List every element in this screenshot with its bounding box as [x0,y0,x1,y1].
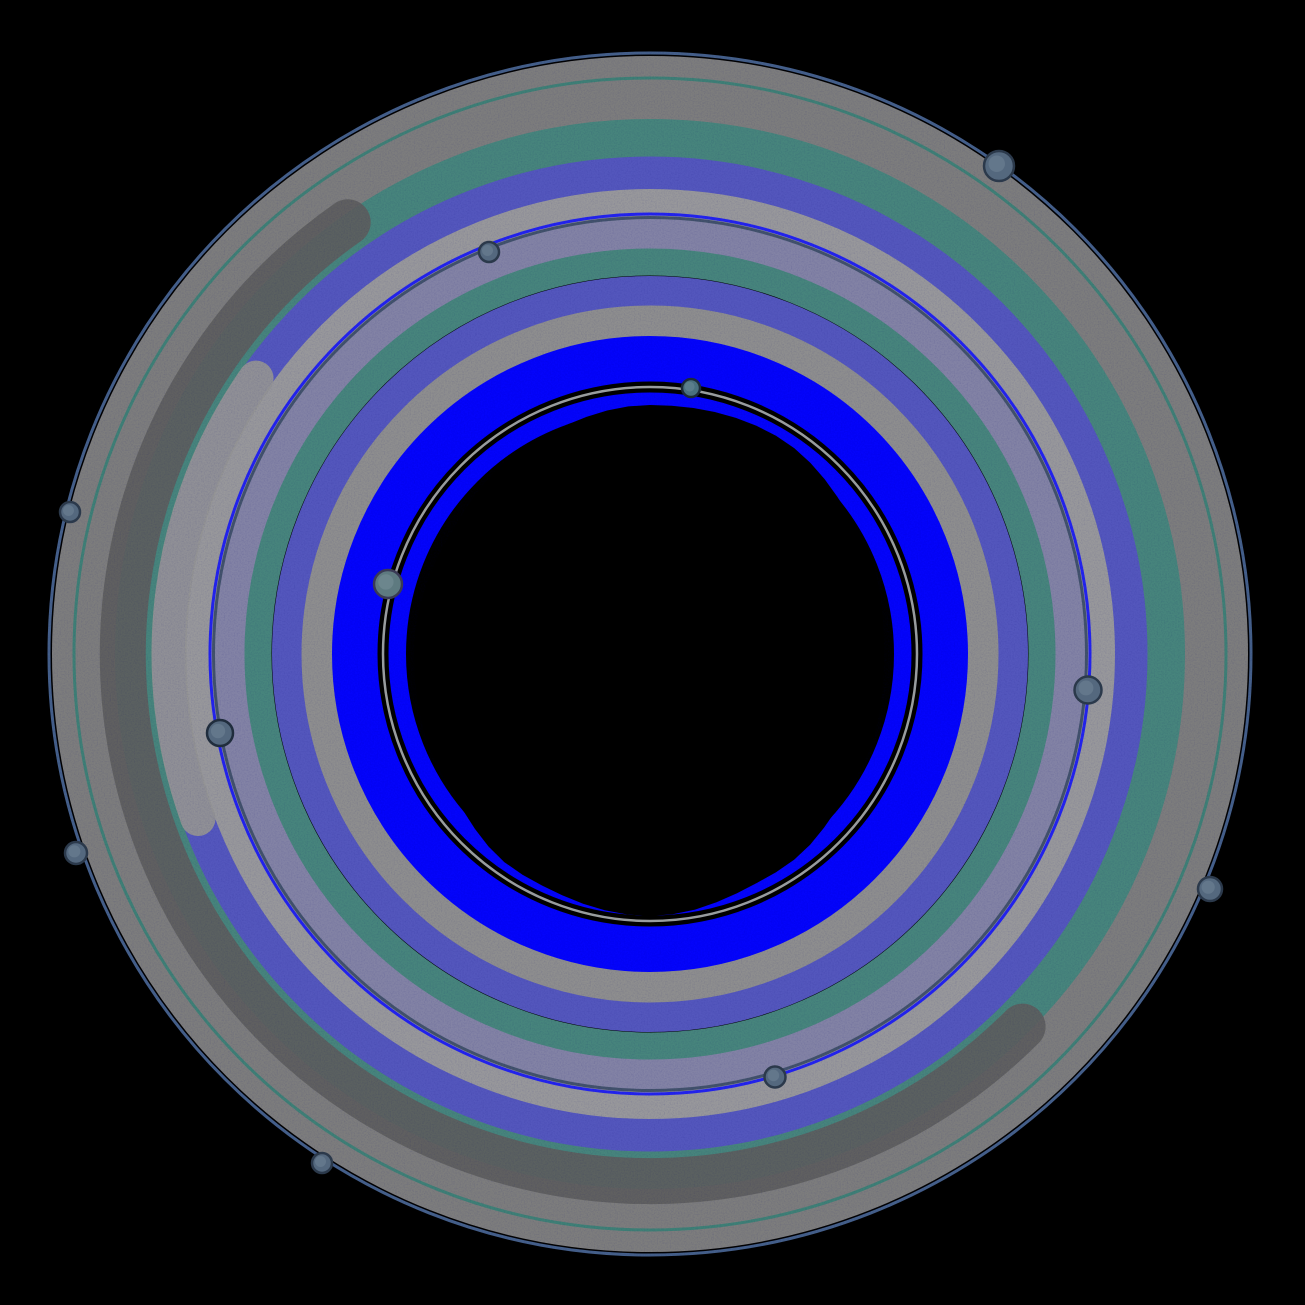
outer-orbit-dot-1 [982,149,1016,183]
planet-dot [1073,675,1103,705]
planet-dot [763,1065,787,1089]
outer-orbit-dot-4 [1196,875,1224,903]
inner-orbit-dot-2 [372,568,404,600]
planet-dot [680,377,702,399]
outer-orbit-dot-3 [63,840,89,866]
middle-orbit-dot-2 [205,718,235,748]
planet-dot-highlight [684,381,695,392]
planet-dot [205,718,235,748]
planet-dot [1196,875,1224,903]
orbit-lines-group [377,381,923,927]
black-core-group [414,405,884,916]
middle-orbit-dot-3 [1073,675,1103,705]
inner-orbit-dot-1 [680,377,702,399]
planet-dot [372,568,404,600]
planet-dot-highlight [210,723,226,739]
planet-dot [310,1151,334,1175]
planet-dot-highlight [315,1156,326,1167]
middle-orbit-dot-4 [763,1065,787,1089]
planet-dot-highlight [1201,880,1215,894]
middle-orbit-dot-1 [477,240,501,264]
planet-dot-highlight [482,245,493,256]
outer-orbit-dot-5 [310,1151,334,1175]
planet-dot [477,240,501,264]
planet-dot [58,500,82,524]
planet-dot-highlight [1078,680,1094,696]
black-core [414,405,884,916]
orbit-dots-group [58,149,1224,1175]
planet-dot-highlight [68,845,81,858]
outer-orbit-dot-2 [58,500,82,524]
planet-dot-highlight [378,574,394,590]
planet-dot [63,840,89,866]
planet-dot-highlight [767,1069,780,1082]
planet-dot-highlight [988,155,1005,172]
inner-orbit-line [381,385,919,923]
planet-dot [982,149,1016,183]
planet-dot-highlight [63,505,74,516]
